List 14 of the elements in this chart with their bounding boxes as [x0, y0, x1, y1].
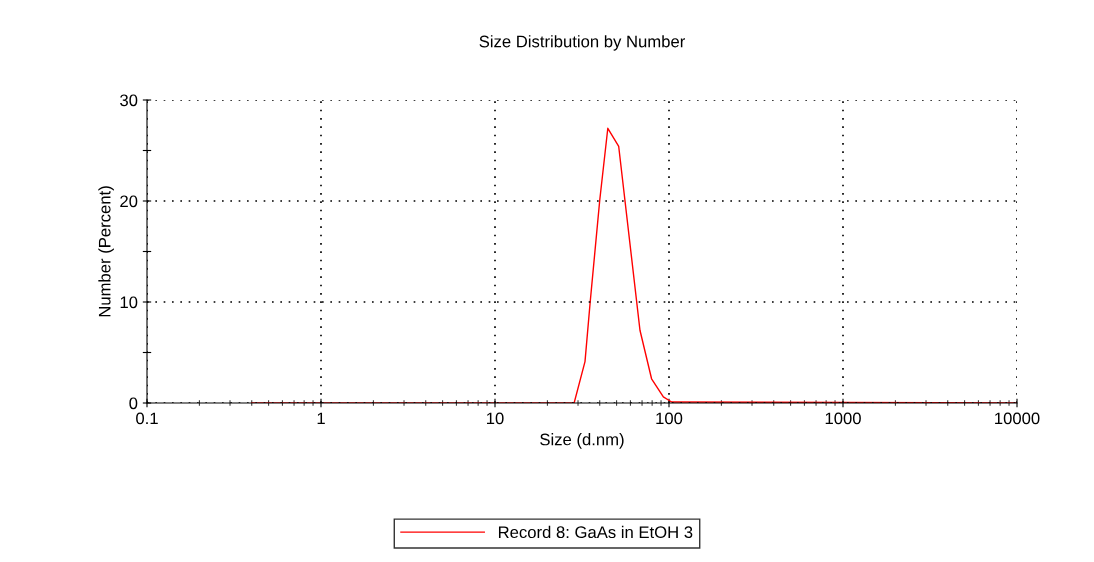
x-tick-label: 100: [656, 412, 683, 425]
legend-label: Record 8: GaAs in EtOH 3: [498, 525, 693, 539]
y-tick-label: 30: [120, 94, 138, 107]
x-tick-label: 1: [317, 412, 325, 425]
y-tick-label: 20: [120, 195, 138, 208]
x-axis-title: Size (d.nm): [540, 433, 624, 449]
x-tick-label: 0.1: [136, 412, 158, 425]
chart-title: Size Distribution by Number: [479, 35, 686, 51]
x-tick-label: 10: [487, 412, 504, 425]
x-tick-label: 1000: [825, 412, 861, 425]
y-tick-label: 0: [129, 397, 138, 410]
x-tick-label: 10000: [995, 412, 1040, 425]
y-axis-title: Number (Percent): [98, 186, 114, 317]
y-tick-label: 10: [120, 296, 138, 309]
